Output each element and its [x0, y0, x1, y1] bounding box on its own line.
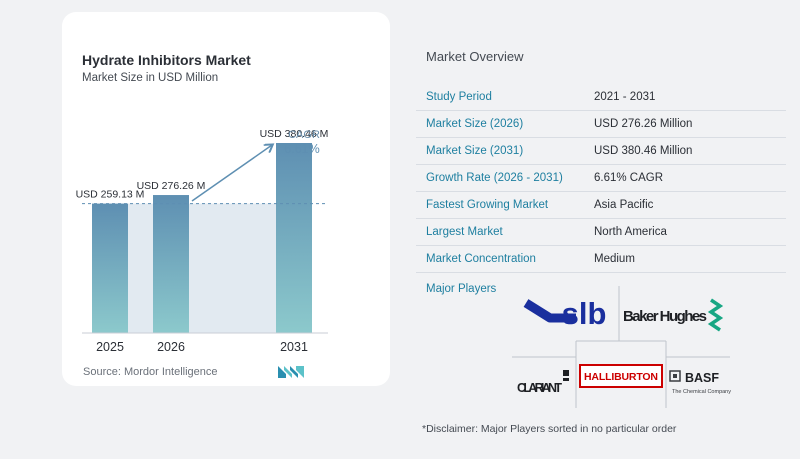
- overview-value: 6.61% CAGR: [594, 172, 664, 184]
- halliburton-logo-text: HALLIBURTON: [584, 371, 658, 383]
- baseline-band: [189, 203, 276, 333]
- x-tick-2031: 2031: [280, 340, 308, 354]
- overview-value: Medium: [594, 253, 635, 265]
- clariant-logo-text: CLARIANT: [517, 381, 562, 395]
- overview-row-growth-rate: Growth Rate (2026 - 2031) 6.61% CAGR: [416, 165, 786, 192]
- bar-2026: [153, 195, 189, 333]
- chart-subtitle: Market Size in USD Million: [82, 72, 219, 84]
- overview-row-market-size-2031: Market Size (2031) USD 380.46 Million: [416, 138, 786, 165]
- logo-grid-lines: [512, 286, 730, 408]
- data-label-2025: USD 259.13 M: [76, 189, 145, 201]
- overview-key: Market Size (2031): [426, 145, 524, 157]
- overview-row-largest-market: Largest Market North America: [416, 219, 786, 246]
- overview-table: Study Period 2021 - 2031 Market Size (20…: [416, 84, 786, 273]
- overview-row-market-size-2026: Market Size (2026) USD 276.26 Million: [416, 111, 786, 138]
- bar-2031: [276, 143, 312, 333]
- overview-key: Largest Market: [426, 226, 503, 238]
- x-tick-2025: 2025: [96, 340, 124, 354]
- cagr-arrow: [191, 145, 272, 202]
- baker-hughes-logo: Baker Hughes: [623, 298, 724, 332]
- basf-tagline: The Chemical Company: [672, 389, 731, 395]
- chart-title: Hydrate Inhibitors Market: [82, 52, 251, 68]
- overview-value: 2021 - 2031: [594, 91, 656, 103]
- overview-key: Study Period: [426, 91, 492, 103]
- data-label-2026: USD 276.26 M: [137, 180, 206, 192]
- overview-key: Market Size (2026): [426, 118, 524, 130]
- overview-value: USD 380.46 Million: [594, 145, 693, 157]
- overview-value: North America: [594, 226, 667, 238]
- baker-hughes-logo-text: Baker Hughes: [623, 308, 707, 325]
- overview-row-study-period: Study Period 2021 - 2031: [416, 84, 786, 111]
- overview-value: USD 276.26 Million: [594, 118, 693, 130]
- cagr-value: 6.61%: [284, 142, 319, 156]
- slb-logo: slb: [523, 296, 607, 331]
- major-players-label: Major Players: [426, 283, 497, 295]
- source-text: Source: Mordor Intelligence: [83, 366, 218, 378]
- cagr-label: CAGR: [288, 129, 320, 141]
- overview-value: Asia Pacific: [594, 199, 654, 211]
- overview-title: Market Overview: [426, 49, 524, 64]
- data-label-2031: USD 380.46 M: [260, 128, 329, 140]
- overview-key: Growth Rate (2026 - 2031): [426, 172, 563, 184]
- overview-row-fastest-growing: Fastest Growing Market Asia Pacific: [416, 192, 786, 219]
- slb-logo-text: slb: [562, 296, 607, 331]
- halliburton-logo: HALLIBURTON: [579, 364, 663, 388]
- overview-key: Market Concentration: [426, 253, 536, 265]
- basf-logo: BASF The Chemical Company: [669, 370, 731, 395]
- bar-2025: [92, 203, 128, 333]
- x-tick-2026: 2026: [157, 340, 185, 354]
- disclaimer: *Disclaimer: Major Players sorted in no …: [422, 423, 677, 435]
- basf-logo-text: BASF: [685, 371, 719, 385]
- overview-row-concentration: Market Concentration Medium: [416, 246, 786, 273]
- overview-key: Fastest Growing Market: [426, 199, 549, 211]
- chart-card: Hydrate Inhibitors Market Market Size in…: [62, 12, 390, 386]
- clariant-logo: CLARIANT: [517, 370, 569, 395]
- baseline-band: [128, 203, 153, 333]
- mordor-intelligence-logo: [278, 366, 304, 378]
